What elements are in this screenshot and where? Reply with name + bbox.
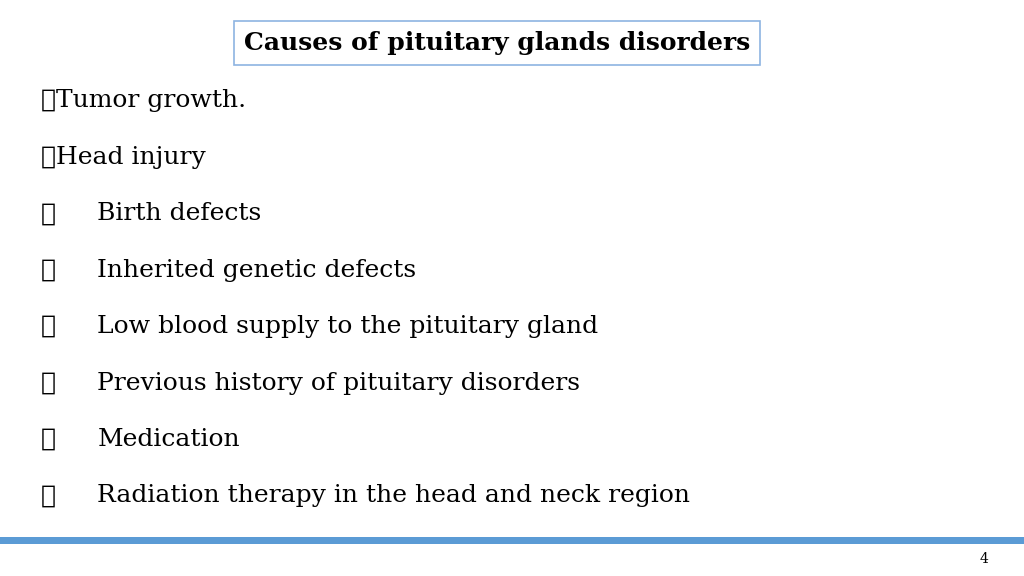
Text: ❖: ❖ [41,372,56,395]
Text: Previous history of pituitary disorders: Previous history of pituitary disorders [97,372,581,395]
Text: ❖: ❖ [41,202,56,225]
Text: ❖Tumor growth.: ❖Tumor growth. [41,89,246,112]
Text: Medication: Medication [97,428,240,451]
Text: ❖: ❖ [41,315,56,338]
Text: Low blood supply to the pituitary gland: Low blood supply to the pituitary gland [97,315,598,338]
Text: Inherited genetic defects: Inherited genetic defects [97,259,417,282]
Text: Causes of pituitary glands disorders: Causes of pituitary glands disorders [244,31,750,55]
Text: Radiation therapy in the head and neck region: Radiation therapy in the head and neck r… [97,484,690,507]
FancyBboxPatch shape [0,537,1024,544]
Text: ❖Head injury: ❖Head injury [41,146,206,169]
Text: ❖: ❖ [41,428,56,451]
Text: 4: 4 [979,552,988,566]
Text: Birth defects: Birth defects [97,202,261,225]
Text: ❖: ❖ [41,259,56,282]
Text: ❖: ❖ [41,484,56,507]
